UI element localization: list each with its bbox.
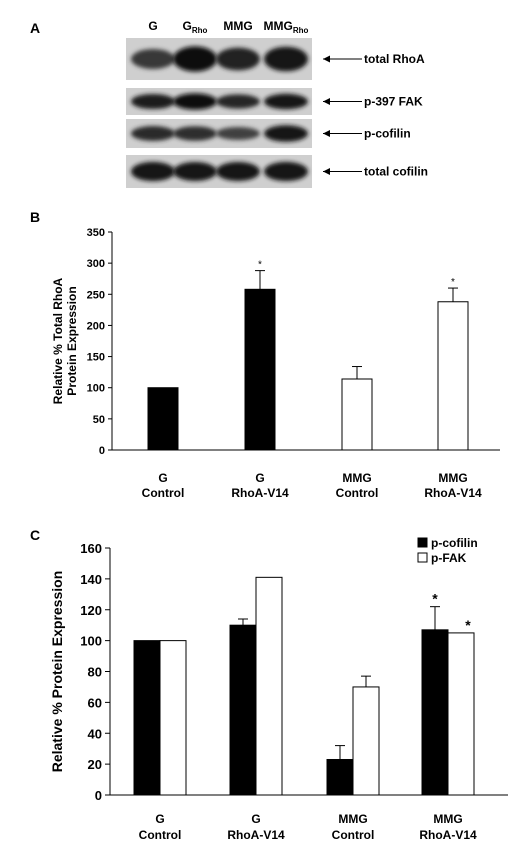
blot-arrow-head (323, 168, 330, 175)
blot-band (173, 93, 217, 110)
blot-strip: p-397 FAK (126, 88, 423, 115)
blot-band (264, 125, 308, 142)
x-category-label: RhoA-V14 (227, 828, 285, 842)
bar (255, 576, 283, 796)
blot-band (264, 93, 308, 110)
x-category-label: RhoA-V14 (419, 828, 477, 842)
significance-mark: * (432, 591, 438, 607)
y-tick-label: 200 (87, 320, 105, 332)
blot-band (216, 94, 260, 109)
bar (159, 640, 187, 796)
y-tick-label: 140 (80, 572, 102, 587)
blot-label: total RhoA (364, 52, 425, 66)
x-category-label: RhoA-V14 (424, 486, 482, 500)
blot-band (264, 161, 308, 182)
legend-label: p-cofilin (431, 536, 478, 550)
x-category-label: RhoA-V14 (231, 486, 289, 500)
significance-mark: * (258, 260, 262, 271)
blot-strips: total RhoA p-397 FAK p-cofilin total cofili… (126, 38, 428, 188)
lane-label: G (148, 19, 157, 33)
blot-label: p-cofilin (364, 127, 411, 141)
y-tick-label: 20 (88, 757, 102, 772)
x-category-label: Control (336, 486, 379, 500)
y-tick-label: 150 (87, 352, 105, 364)
blot-band (216, 47, 260, 71)
y-tick-label: 350 (87, 227, 105, 239)
x-category-label: MMG (338, 812, 367, 826)
panel-c-chart: C 0 20 40 60 80 100 120 140 160 * * G Control G RhoA-V… (30, 527, 508, 842)
bar (229, 624, 257, 796)
blot-band (173, 162, 217, 181)
blot-arrow-head (323, 55, 330, 63)
x-category-label: G (251, 812, 260, 826)
blot-arrow-head (323, 130, 330, 137)
x-category-label: G (255, 471, 264, 485)
lane-labels: G GRho MMG MMGRho (148, 19, 308, 35)
blot-strip: p-cofilin (126, 119, 411, 148)
blot-arrow-head (323, 98, 330, 105)
legend-label: p-FAK (431, 551, 467, 565)
bar (421, 629, 449, 796)
bar (147, 387, 179, 451)
blot-band (216, 161, 260, 182)
y-axis-label: Relative % Total RhoAProtein Expression (51, 277, 79, 404)
blot-band (216, 127, 260, 140)
bar (447, 632, 475, 796)
y-tick-label: 100 (87, 383, 105, 395)
y-tick-label: 120 (80, 603, 102, 618)
significance-mark: * (465, 617, 471, 633)
x-category-label: MMG (438, 471, 467, 485)
x-category-label: Control (332, 828, 375, 842)
blot-label: total cofilin (364, 165, 428, 179)
y-tick-label: 0 (99, 445, 105, 457)
x-category-label: Control (142, 486, 185, 500)
blot-strip: total cofilin (126, 155, 428, 188)
legend-swatch (417, 552, 428, 563)
x-category-label: Control (139, 828, 182, 842)
panel-b-label: B (30, 209, 40, 225)
lane-label: MMG (223, 19, 252, 33)
panel-b-chart: B 050100150200250300350GControl*GRhoA-V1… (30, 209, 500, 500)
y-tick-label: 50 (93, 414, 105, 426)
y-tick-label: 0 (95, 788, 102, 803)
bar (133, 640, 161, 796)
bar (341, 378, 373, 451)
blot-band (264, 46, 308, 72)
bar (326, 758, 354, 796)
blot-label: p-397 FAK (364, 95, 423, 109)
y-tick-label: 80 (88, 665, 102, 680)
panel-a-label: A (30, 20, 40, 36)
x-category-label: G (158, 471, 167, 485)
bar (437, 301, 469, 451)
lane-label: MMGRho (264, 19, 309, 35)
blot-band (131, 126, 175, 141)
y-tick-label: 250 (87, 289, 105, 301)
y-tick-label: 300 (87, 258, 105, 270)
blot-band (131, 49, 175, 69)
y-axis-label: Relative % Protein Expression (49, 571, 65, 773)
y-tick-label: 100 (80, 634, 102, 649)
blot-band (131, 93, 175, 110)
panel-c-label: C (30, 527, 40, 543)
blot-band (131, 161, 175, 182)
y-tick-label: 160 (80, 541, 102, 556)
blot-band (173, 46, 217, 72)
legend-swatch (417, 537, 428, 548)
y-tick-label: 60 (88, 695, 102, 710)
x-category-label: G (155, 812, 164, 826)
bar (244, 288, 276, 451)
lane-label: GRho (183, 19, 208, 35)
blot-band (173, 126, 217, 141)
x-category-label: MMG (433, 812, 462, 826)
bar (352, 686, 380, 796)
blot-strip: total RhoA (126, 38, 425, 80)
y-tick-label: 40 (88, 726, 102, 741)
panel-a-western-blot: A G GRho MMG MMGRho total RhoA p-397 FAK p-co… (30, 19, 428, 188)
x-category-label: MMG (342, 471, 371, 485)
significance-mark: * (451, 277, 455, 288)
